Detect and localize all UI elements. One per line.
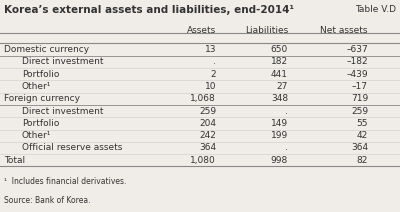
Text: 82: 82	[357, 156, 368, 165]
Text: 42: 42	[357, 131, 368, 140]
Text: Portfolio: Portfolio	[22, 119, 59, 128]
Text: 259: 259	[199, 107, 216, 116]
Text: –182: –182	[346, 57, 368, 66]
Text: Table V.D: Table V.D	[355, 5, 396, 14]
Text: Domestic currency: Domestic currency	[4, 45, 89, 54]
Text: .: .	[213, 57, 216, 66]
Text: ¹  Includes financial derivatives.: ¹ Includes financial derivatives.	[4, 177, 126, 186]
Text: 1,068: 1,068	[190, 94, 216, 103]
Text: 199: 199	[271, 131, 288, 140]
Text: 13: 13	[204, 45, 216, 54]
Text: 27: 27	[277, 82, 288, 91]
Text: 242: 242	[199, 131, 216, 140]
Text: Liabilities: Liabilities	[245, 26, 288, 35]
Text: 441: 441	[271, 70, 288, 79]
Text: Total: Total	[4, 156, 25, 165]
Text: Other¹: Other¹	[22, 82, 51, 91]
Text: 10: 10	[204, 82, 216, 91]
Text: 182: 182	[271, 57, 288, 66]
Text: .: .	[285, 144, 288, 152]
Text: 364: 364	[199, 144, 216, 152]
Text: Foreign currency: Foreign currency	[4, 94, 80, 103]
Text: 204: 204	[199, 119, 216, 128]
Text: 2: 2	[210, 70, 216, 79]
Text: 55: 55	[356, 119, 368, 128]
Text: –439: –439	[346, 70, 368, 79]
Text: Assets: Assets	[187, 26, 216, 35]
Text: 650: 650	[271, 45, 288, 54]
Text: Net assets: Net assets	[320, 26, 368, 35]
Text: 719: 719	[351, 94, 368, 103]
Text: 259: 259	[351, 107, 368, 116]
Text: Portfolio: Portfolio	[22, 70, 59, 79]
Text: 348: 348	[271, 94, 288, 103]
Text: –637: –637	[346, 45, 368, 54]
Text: –17: –17	[352, 82, 368, 91]
Text: Other¹: Other¹	[22, 131, 51, 140]
Text: Source: Bank of Korea.: Source: Bank of Korea.	[4, 196, 90, 205]
Text: Direct investment: Direct investment	[22, 107, 104, 116]
Text: Official reserve assets: Official reserve assets	[22, 144, 122, 152]
Text: 998: 998	[271, 156, 288, 165]
Text: Korea’s external assets and liabilities, end-2014¹: Korea’s external assets and liabilities,…	[4, 5, 294, 15]
Text: Direct investment: Direct investment	[22, 57, 104, 66]
Text: 364: 364	[351, 144, 368, 152]
Text: 1,080: 1,080	[190, 156, 216, 165]
Text: 149: 149	[271, 119, 288, 128]
Text: .: .	[285, 107, 288, 116]
